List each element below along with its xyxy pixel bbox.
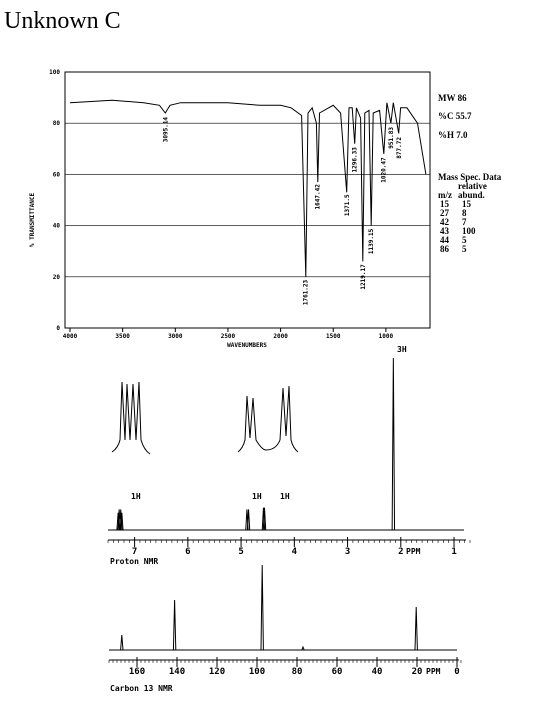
mass-spec-header: m/z xyxy=(438,190,452,200)
integration-label: 3H xyxy=(397,345,407,354)
nmr-peak xyxy=(262,507,267,531)
ir-x-tick-label: 1500 xyxy=(326,333,341,340)
formula-info: %H 7.0 xyxy=(438,130,468,140)
ir-peak-label: 1761.23 xyxy=(303,279,310,305)
ir-y-tick-label: 40 xyxy=(53,223,61,230)
nmr-tick-label: 120 xyxy=(209,667,225,677)
nmr-peak xyxy=(120,512,124,531)
mass-spec-cell: 15 xyxy=(462,199,472,209)
integration-label: 1H xyxy=(131,492,141,501)
ir-x-tick-label: 2000 xyxy=(273,333,288,340)
mass-spec-header: abund. xyxy=(458,190,485,200)
nmr-peak xyxy=(246,509,251,531)
ir-peak-label: 877.72 xyxy=(396,137,403,159)
ir-y-tick-label: 100 xyxy=(49,69,60,76)
ir-x-tick-label: 4000 xyxy=(63,333,78,340)
mass-spec-header: relative xyxy=(458,181,487,191)
ir-peak-label: 1371.5 xyxy=(344,194,351,216)
formula-info: %C 55.7 xyxy=(438,111,472,121)
mass-spec-cell: 8 xyxy=(462,208,467,218)
integration-label: 1H xyxy=(252,492,262,501)
formula-info: MW 86 xyxy=(438,93,467,103)
ir-frame xyxy=(64,71,431,329)
ir-y-tick-label: 80 xyxy=(53,120,61,127)
ir-x-tick-label: 3000 xyxy=(168,333,183,340)
proton-insets xyxy=(111,381,299,455)
ir-peak-label: 1139.15 xyxy=(368,228,375,254)
ir-x-tick-label: 2500 xyxy=(221,333,236,340)
nmr-tick-label: 3 xyxy=(345,547,350,557)
nmr-tick-label: 0 xyxy=(454,667,459,677)
mass-spec-title: Mass Spec. Data xyxy=(438,172,502,182)
nmr-label: Proton NMR xyxy=(110,557,158,566)
nmr-tick-label: 1 xyxy=(451,547,456,557)
ir-x-label: WAVENUMBERS xyxy=(227,342,267,349)
mass-spec-cell: 43 xyxy=(440,226,450,236)
mass-spec-cell: 5 xyxy=(462,235,467,245)
title: Unknown C xyxy=(4,8,121,34)
mass-spec-cell: 15 xyxy=(440,199,450,209)
mass-spec-cell: 42 xyxy=(440,217,450,227)
inset-doublets xyxy=(237,385,299,453)
nmr-tick-label: 140 xyxy=(169,667,185,677)
ir-y-tick-label: 20 xyxy=(53,274,61,281)
nmr-peak xyxy=(120,634,124,651)
ir-peak-label: 1020.47 xyxy=(381,157,388,183)
nmr-tick-label: 60 xyxy=(332,667,343,677)
inset-multiplet xyxy=(111,381,151,455)
mass-spec-cell: 5 xyxy=(462,244,467,254)
nmr-unit: PPM xyxy=(426,667,441,676)
nmr-peak xyxy=(391,357,396,531)
nmr-peak xyxy=(116,512,120,531)
nmr-tick-label: 40 xyxy=(372,667,383,677)
nmr-unit: PPM xyxy=(406,547,421,556)
nmr-tick-label: 80 xyxy=(292,667,303,677)
integration-label: 1H xyxy=(280,492,290,501)
ir-x-tick-label: 3500 xyxy=(115,333,130,340)
nmr-tick-label: 4 xyxy=(292,547,298,557)
mass-spec-cell: 86 xyxy=(440,244,450,254)
nmr-tick-label: 20 xyxy=(412,667,423,677)
nmr-tick-label: 5 xyxy=(238,547,243,557)
ir-trace xyxy=(69,99,427,277)
ir-x-tick-label: 1000 xyxy=(379,333,394,340)
ir-peak-label: 3095.14 xyxy=(162,117,169,143)
ir-y-tick-label: 60 xyxy=(53,171,61,178)
nmr-tick-label: 160 xyxy=(129,667,145,677)
nmr-peak xyxy=(414,606,418,651)
nmr-tick-label: 6 xyxy=(185,547,190,557)
nmr-tick-label: 7 xyxy=(132,547,137,557)
ir-peak-label: 951.83 xyxy=(388,127,395,149)
nmr-tick-label: 2 xyxy=(398,547,403,557)
ir-peak-label: 1647.42 xyxy=(315,184,322,210)
nmr-peak xyxy=(172,599,177,651)
nmr-label: Carbon 13 NMR xyxy=(110,684,173,693)
nmr-peak xyxy=(261,507,266,531)
ir-y-label: % TRANSMITTANCE xyxy=(29,193,36,248)
mass-spec-cell: 7 xyxy=(462,217,467,227)
mass-spec-cell: 100 xyxy=(462,226,476,236)
ir-peak-label: 1296.33 xyxy=(352,147,359,173)
ir-peak-label: 1219.17 xyxy=(360,264,367,290)
nmr-peak xyxy=(301,645,305,651)
mass-spec-cell: 44 xyxy=(440,235,450,245)
ir-y-tick-label: 0 xyxy=(56,325,60,332)
nmr-peak xyxy=(260,564,264,651)
mass-spec-cell: 27 xyxy=(440,208,450,218)
nmr-tick-label: 100 xyxy=(249,667,265,677)
